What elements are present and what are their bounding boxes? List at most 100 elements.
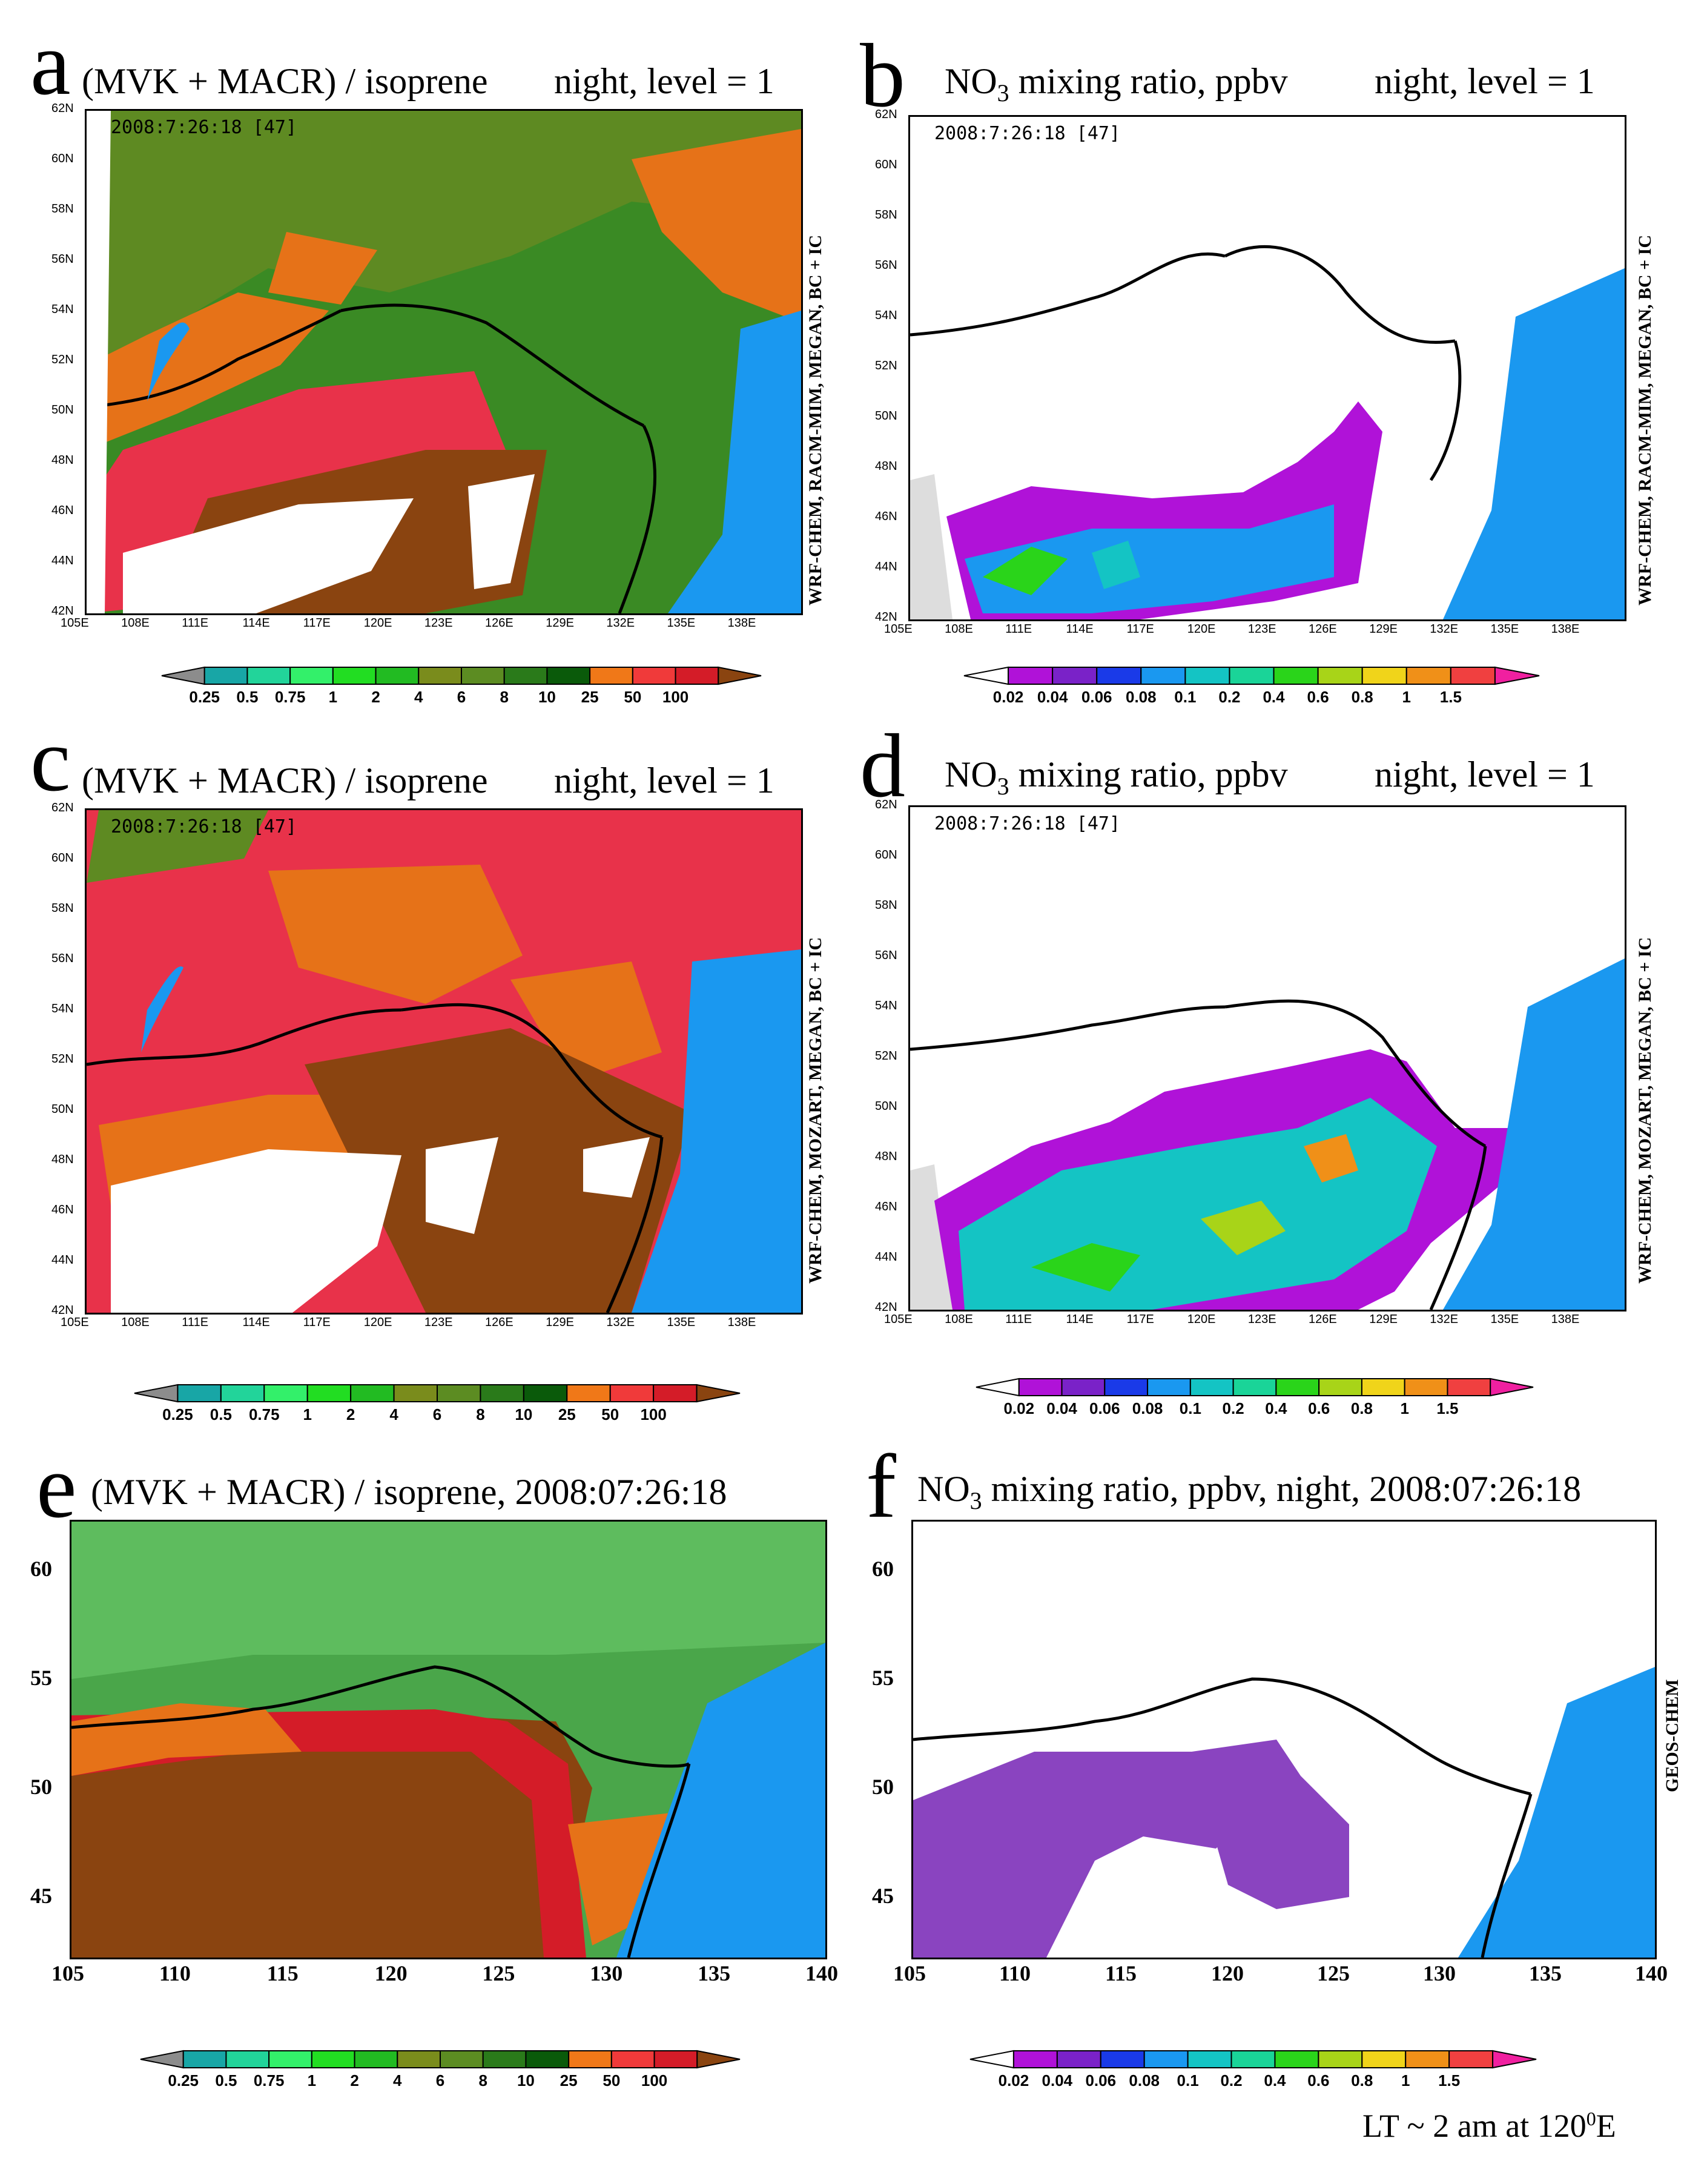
lat-tick: 55: [872, 1666, 894, 1690]
panel-letter-d: d: [860, 716, 905, 816]
colorbar-label: 50: [624, 688, 642, 706]
colorbar-e-svg: [140, 2050, 741, 2069]
colorbar-swatch: [1184, 667, 1230, 685]
lat-tick: 56N: [875, 259, 897, 272]
colorbar-label: 1: [303, 1405, 312, 1424]
lat-tick: 52N: [51, 1052, 74, 1066]
colorbar-swatch: [1232, 1378, 1277, 1396]
colorbar-swatch: [289, 667, 334, 685]
colorbar-label: 0.4: [1265, 1399, 1287, 1417]
colorbar-label: 0.08: [1132, 1399, 1163, 1417]
colorbar-swatch: [632, 667, 676, 685]
lat-tick: 42N: [51, 1304, 74, 1317]
colorbar-swatch: [220, 1384, 265, 1402]
lon-tick: 105E: [61, 616, 89, 630]
lat-tick: 62N: [875, 108, 897, 121]
lon-tick: 120E: [363, 1316, 392, 1329]
lat-tick: 60N: [875, 848, 897, 862]
colorbar-label: 10: [517, 2071, 535, 2090]
lat-tick: 60N: [51, 152, 74, 165]
colorbar-swatch: [976, 1377, 1020, 1397]
panel-letter-b: b: [860, 25, 905, 126]
colorbar-label: 8: [500, 688, 509, 706]
panel-title-a: (MVK + MACR) / isoprene: [82, 61, 488, 101]
colorbar-label: 0.06: [1089, 1399, 1120, 1417]
colorbar-swatch: [225, 2050, 270, 2068]
colorbar-label: 8: [478, 2071, 487, 2090]
colorbar-a: 0.25 0.5 0.75 1 2 4 6 8 10 25 50 100: [160, 666, 762, 706]
lon-tick: 129E: [546, 616, 574, 630]
lon-tick: 132E: [1430, 622, 1459, 636]
colorbar-label: 4: [389, 1405, 398, 1424]
colorbar-swatch: [1405, 2050, 1450, 2068]
colorbar-swatch: [140, 2050, 184, 2069]
panel-letter-a: a: [30, 13, 71, 114]
lat-tick: 62N: [51, 102, 74, 115]
colorbar-swatch: [696, 1384, 741, 1403]
lat-tick: 54N: [51, 1002, 74, 1015]
panel-title-f: NO3 mixing ratio, ppbv, night, 2008:07:2…: [917, 1468, 1581, 1515]
colorbar-swatch: [589, 667, 633, 685]
colorbar-swatch: [1147, 1378, 1191, 1396]
lat-tick: 58N: [51, 902, 74, 915]
lat-tick: 52N: [875, 1049, 897, 1063]
colorbar-swatch: [1492, 2050, 1537, 2069]
colorbar-f-svg: [969, 2050, 1537, 2069]
colorbar-b-svg: [963, 666, 1540, 685]
colorbar-swatch: [675, 667, 719, 685]
title-no-f: NO: [917, 1469, 970, 1509]
colorbar-swatch: [610, 2050, 655, 2068]
lon-tick: 126E: [485, 1316, 513, 1329]
panel-subtitle-b: night, level = 1: [1375, 61, 1595, 101]
colorbar-swatch: [161, 666, 205, 685]
lon-tick: 135E: [667, 1316, 696, 1329]
lon-tick: 123E: [1247, 622, 1276, 636]
colorbar-swatch: [1096, 667, 1142, 685]
colorbar-label: 0.02: [992, 688, 1024, 706]
footnote-tail: E: [1596, 2108, 1616, 2144]
colorbar-label: 0.5: [236, 688, 259, 706]
colorbar-swatch: [393, 1384, 438, 1402]
colorbar-label: 2: [350, 2071, 359, 2090]
lat-tick: 54N: [875, 999, 897, 1012]
lon-tick: 135: [1529, 1961, 1562, 1985]
colorbar-swatch: [306, 1384, 352, 1402]
colorbar-swatch: [1012, 2050, 1058, 2068]
colorbar-swatch: [1052, 667, 1098, 685]
colorbar-label: 0.08: [1125, 688, 1157, 706]
colorbar-swatch: [397, 2050, 441, 2068]
colorbar-swatch: [437, 1384, 481, 1402]
lon-tick: 117E: [303, 616, 331, 630]
lon-tick: 120E: [1187, 622, 1216, 636]
timestamp-b: 2008:7:26:18 [47]: [934, 123, 1121, 144]
lat-tick: 62N: [875, 798, 897, 811]
lat-tick: 60: [872, 1557, 894, 1581]
colorbar-label: 0.1: [1179, 1399, 1201, 1417]
title-no-d: NO: [945, 754, 997, 794]
colorbar-swatch: [177, 1384, 222, 1402]
lon-tick: 132E: [606, 1316, 635, 1329]
lat-tick: 58N: [875, 899, 897, 912]
model-label-b: WRF-CHEM, RACM-MIM, MEGAN, BC + IC: [1635, 234, 1655, 605]
map-panel-b: 2008:7:26:18 [47]: [908, 115, 1626, 621]
panel-letter-c: c: [30, 710, 71, 810]
colorbar-label: 6: [457, 688, 466, 706]
lon-tick: 105E: [884, 622, 913, 636]
lon-tick: 135E: [667, 616, 696, 630]
colorbar-label: 100: [640, 1405, 667, 1424]
lat-tick: 46N: [875, 510, 897, 523]
colorbar-swatch: [1189, 1378, 1234, 1396]
colorbar-label: 50: [603, 2071, 621, 2090]
colorbar-label: 0.06: [1081, 688, 1112, 706]
colorbar-swatch: [1448, 2050, 1494, 2068]
colorbar-label: 2: [371, 688, 380, 706]
model-label-c: WRF-CHEM, MOZART, MEGAN, BC + IC: [805, 937, 825, 1284]
lon-tick: 115: [1105, 1961, 1137, 1985]
lon-tick: 105: [893, 1961, 926, 1985]
colorbar-swatch: [311, 2050, 355, 2068]
colorbar-label: 0.02: [998, 2071, 1029, 2090]
colorbar-swatch: [653, 2050, 698, 2068]
colorbar-label: 100: [641, 2071, 668, 2090]
colorbar-e: 0.25 0.5 0.75 1 2 4 6 8 10 25 50 100: [139, 2050, 741, 2090]
lon-tick: 130: [590, 1961, 623, 1985]
